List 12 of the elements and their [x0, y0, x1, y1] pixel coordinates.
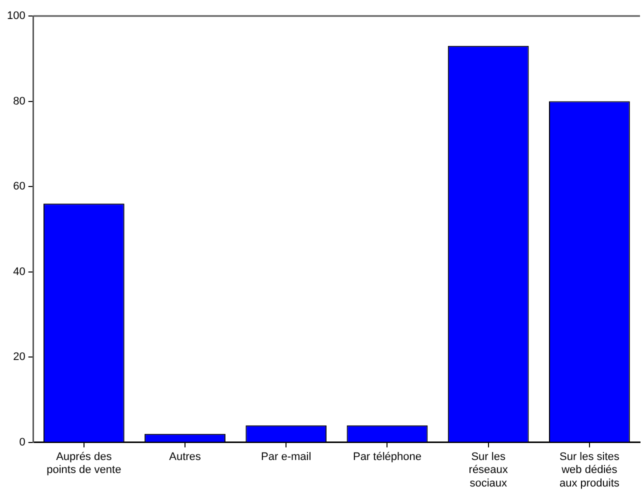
x-tick-label: Autres	[169, 451, 202, 464]
y-tick-label: 100	[6, 10, 26, 22]
x-tick-label: Par e-mail	[261, 451, 312, 464]
y-tick-label: 80	[13, 95, 26, 108]
y-tick-label: 20	[13, 351, 26, 364]
x-tick-label: Sur les réseaux sociaux	[468, 451, 508, 490]
y-tick-label: 40	[13, 266, 26, 278]
y-tick-label: 60	[13, 180, 26, 193]
x-tick-label: Par téléphone	[352, 451, 422, 464]
x-tick-label: Auprés des points de vente	[46, 451, 122, 476]
y-tick-label: 0	[19, 436, 26, 448]
x-tick-label: Sur les sites web dédiés aux produits	[559, 451, 620, 490]
